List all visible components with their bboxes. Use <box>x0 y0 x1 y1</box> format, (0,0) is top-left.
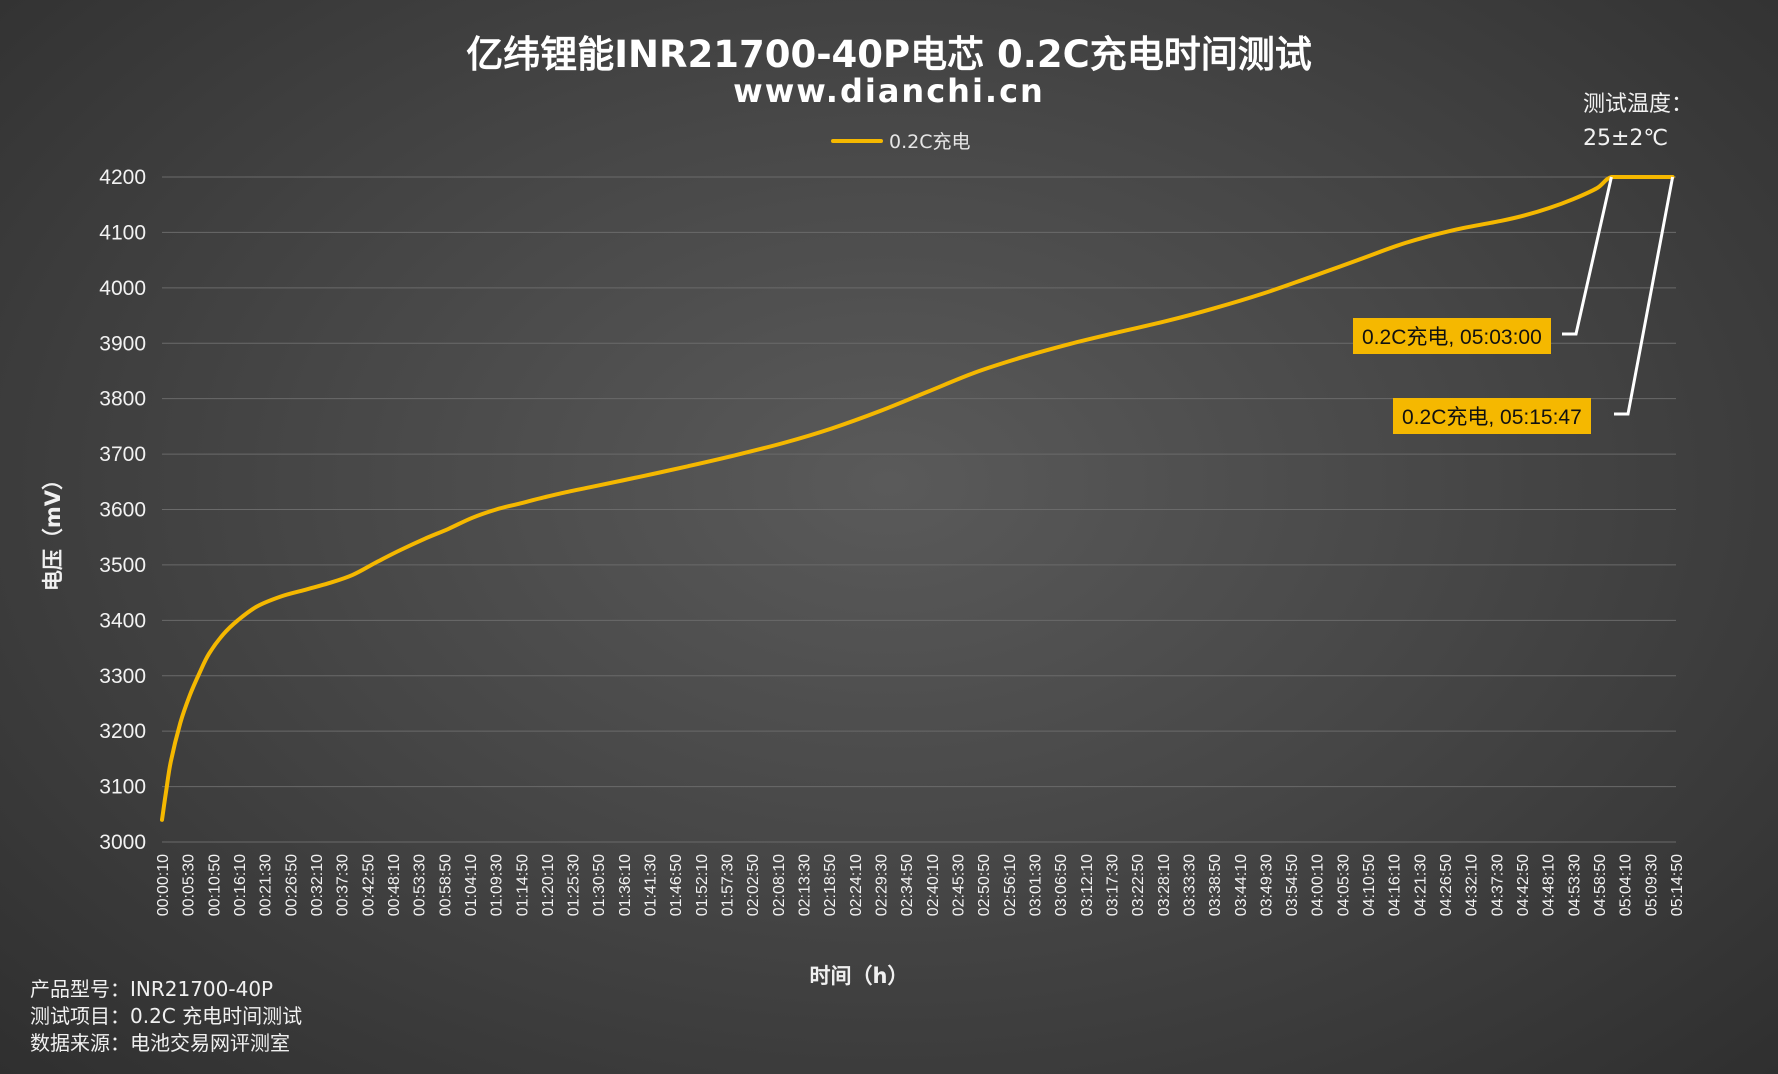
x-tick-label: 02:56:10 <box>1002 854 1019 916</box>
annotation-callout-1: 0.2C充电, 05:03:00 <box>1353 318 1551 354</box>
y-tick-label: 3800 <box>99 388 146 411</box>
x-tick-label: 01:20:10 <box>540 854 557 916</box>
x-tick-label: 02:02:50 <box>745 854 762 916</box>
x-tick-label: 01:57:30 <box>720 854 737 916</box>
x-tick-label: 00:21:30 <box>258 854 275 916</box>
x-tick-label: 04:32:10 <box>1464 854 1481 916</box>
x-tick-label: 02:34:50 <box>899 854 916 916</box>
y-tick-label: 3500 <box>99 554 146 577</box>
x-tick-label: 02:24:10 <box>848 854 865 916</box>
x-tick-label: 00:58:50 <box>437 854 454 916</box>
x-tick-label: 03:01:30 <box>1027 854 1044 916</box>
series-line <box>160 175 1675 822</box>
x-tick-label: 04:10:50 <box>1361 854 1378 916</box>
x-tick-label: 05:14:50 <box>1669 854 1686 916</box>
x-tick-label: 03:54:50 <box>1284 854 1301 916</box>
x-tick-label: 04:26:50 <box>1438 854 1455 916</box>
x-tick-label: 01:30:50 <box>591 854 608 916</box>
chart-subtitle: www.dianchi.cn <box>733 72 1045 110</box>
x-tick-label: 01:46:50 <box>668 854 685 916</box>
x-tick-label: 00:42:50 <box>360 854 377 916</box>
x-tick-label: 00:10:50 <box>206 854 223 916</box>
x-tick-label: 01:09:30 <box>489 854 506 916</box>
x-tick-label: 02:45:30 <box>950 854 967 916</box>
x-tick-label: 01:41:30 <box>643 854 660 916</box>
x-tick-label: 02:18:50 <box>822 854 839 916</box>
temperature-note: 测试温度： 25±2℃ <box>1583 88 1693 156</box>
x-tick-label: 03:38:50 <box>1207 854 1224 916</box>
x-tick-label: 00:48:10 <box>386 854 403 916</box>
x-tick-label: 02:13:30 <box>797 854 814 916</box>
x-tick-label: 04:42:50 <box>1515 854 1532 916</box>
y-tick-label: 3300 <box>99 665 146 688</box>
x-tick-label: 02:08:10 <box>771 854 788 916</box>
x-tick-label: 03:28:10 <box>1156 854 1173 916</box>
temperature-note-label: 测试温度： <box>1583 92 1694 117</box>
x-tick-label: 04:21:30 <box>1412 854 1429 916</box>
x-tick-label: 00:16:10 <box>232 854 249 916</box>
info-test-item: 测试项目：0.2C 充电时间测试 <box>30 1004 303 1028</box>
y-tick-label: 3000 <box>99 831 146 854</box>
y-tick-label: 3200 <box>99 720 146 743</box>
y-tick-label: 3900 <box>99 332 146 355</box>
x-tick-label: 00:05:30 <box>181 854 198 916</box>
x-tick-label: 00:37:30 <box>335 854 352 916</box>
y-axis-label: 电压（mV） <box>41 468 65 592</box>
y-tick-label: 3400 <box>99 609 146 632</box>
annotation-callout-2: 0.2C充电, 05:15:47 <box>1393 398 1591 434</box>
x-tick-label: 04:37:30 <box>1489 854 1506 916</box>
x-tick-label: 04:48:10 <box>1541 854 1558 916</box>
legend: 0.2C充电 <box>831 127 970 154</box>
x-tick-label: 03:33:30 <box>1181 854 1198 916</box>
x-tick-label: 04:05:30 <box>1335 854 1352 916</box>
info-model: 产品型号：INR21700-40P <box>30 977 274 1001</box>
legend-label: 0.2C充电 <box>889 131 971 153</box>
x-tick-label: 01:04:10 <box>463 854 480 916</box>
x-tick-label: 01:52:10 <box>694 854 711 916</box>
x-tick-label: 04:00:10 <box>1310 854 1327 916</box>
x-tick-label: 05:04:10 <box>1618 854 1635 916</box>
x-tick-label: 03:44:10 <box>1233 854 1250 916</box>
info-source: 数据来源：电池交易网评测室 <box>30 1031 290 1055</box>
x-tick-label: 01:25:30 <box>566 854 583 916</box>
y-tick-label: 3700 <box>99 443 146 466</box>
x-tick-label: 00:32:10 <box>309 854 326 916</box>
x-tick-label: 04:16:10 <box>1387 854 1404 916</box>
x-tick-label: 04:53:30 <box>1566 854 1583 916</box>
y-tick-label: 3100 <box>99 776 146 799</box>
x-tick-label: 00:26:50 <box>283 854 300 916</box>
x-tick-label: 03:12:10 <box>1079 854 1096 916</box>
annotation-leader-line <box>1562 176 1613 336</box>
x-tick-label: 02:29:30 <box>874 854 891 916</box>
x-axis-label: 时间（h） <box>809 964 909 988</box>
legend-swatch <box>831 138 883 143</box>
y-tick-label: 4200 <box>99 166 146 189</box>
temperature-note-value: 25±2℃ <box>1583 126 1669 151</box>
y-tick-label: 4100 <box>99 221 146 244</box>
y-tick-label: 4000 <box>99 277 146 300</box>
x-tick-label: 04:58:50 <box>1592 854 1609 916</box>
x-tick-label: 03:06:50 <box>1053 854 1070 916</box>
x-tick-label: 02:50:50 <box>976 854 993 916</box>
x-tick-label: 03:22:50 <box>1130 854 1147 916</box>
x-tick-label: 05:09:30 <box>1643 854 1660 916</box>
x-tick-label: 01:14:50 <box>514 854 531 916</box>
x-tick-label: 02:40:10 <box>925 854 942 916</box>
x-tick-label: 03:17:30 <box>1104 854 1121 916</box>
y-tick-label: 3600 <box>99 499 146 522</box>
x-tick-label: 00:53:30 <box>412 854 429 916</box>
x-tick-label: 01:36:10 <box>617 854 634 916</box>
x-tick-label: 00:00:10 <box>155 854 172 916</box>
x-tick-label: 03:49:30 <box>1258 854 1275 916</box>
chart-title: 亿纬锂能INR21700-40P电芯 0.2C充电时间测试 <box>466 33 1312 76</box>
annotation-leader-line <box>1614 176 1675 416</box>
